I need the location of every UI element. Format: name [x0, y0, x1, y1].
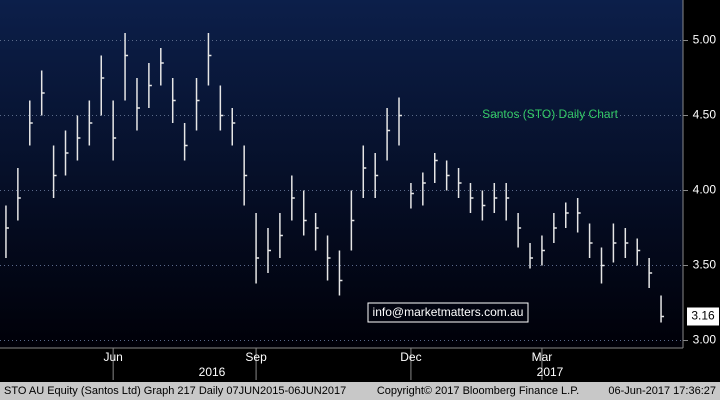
footer-right: 06-Jun-2017 17:36:27 — [608, 385, 716, 397]
year-label: 2017 — [537, 365, 564, 379]
annotation: info@marketmatters.com.au — [373, 305, 524, 319]
year-label: 2016 — [199, 365, 226, 379]
footer-bar — [0, 382, 720, 400]
footer-center: Copyright© 2017 Bloomberg Finance L.P. — [377, 385, 579, 397]
y-tick-label: 4.00 — [693, 183, 717, 197]
y-tick-label: 4.50 — [693, 108, 717, 122]
y-tick-label: 3.50 — [693, 258, 717, 272]
x-tick-label: Mar — [532, 350, 553, 364]
x-tick-label: Jun — [103, 350, 122, 364]
x-tick-label: Sep — [245, 350, 267, 364]
last-price-label: 3.16 — [691, 309, 715, 323]
x-tick-label: Dec — [400, 350, 421, 364]
chart-title: Santos (STO) Daily Chart — [482, 107, 618, 121]
annotation-box — [367, 302, 529, 323]
footer-left: STO AU Equity (Santos Ltd) Graph 217 Dai… — [4, 385, 346, 397]
plot-area — [0, 0, 683, 348]
y-tick-label: 3.00 — [693, 333, 717, 347]
last-price-box — [687, 307, 719, 326]
y-tick-label: 5.00 — [693, 33, 717, 47]
